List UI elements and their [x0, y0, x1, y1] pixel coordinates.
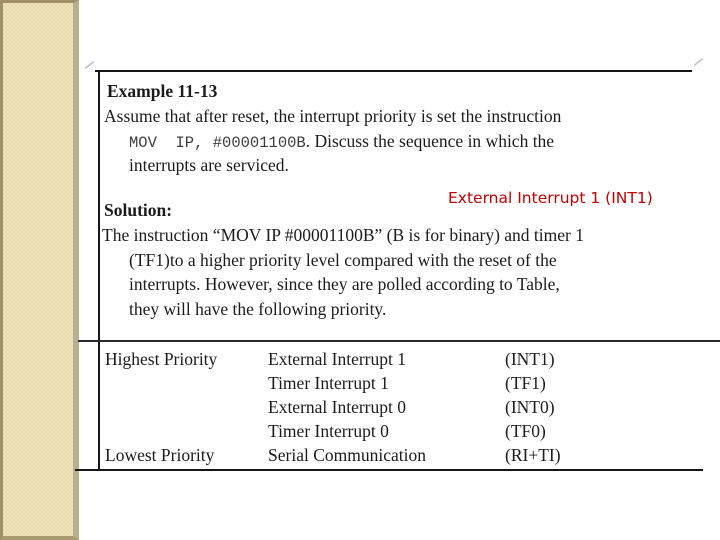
solution-line2: (TF1)to a higher priority level compared… — [129, 250, 557, 270]
table-row: Lowest Priority Serial Communication (RI… — [0, 443, 720, 467]
example-box-left-border — [98, 70, 100, 471]
table-row: Highest Priority External Interrupt 1 (I… — [0, 347, 720, 371]
table-row: Timer Interrupt 1 (TF1) — [0, 371, 720, 395]
table-row: External Interrupt 0 (INT0) — [0, 395, 720, 419]
table-row: Timer Interrupt 0 (TF0) — [0, 419, 720, 443]
example-body-line3: interrupts are serviced. — [129, 155, 289, 175]
interrupt-flag: (INT1) — [505, 349, 555, 369]
example-title: Example 11-13 — [107, 81, 218, 101]
priority-level: Highest Priority — [105, 349, 218, 369]
example-body-line2: MOV IP, #00001100B. Discuss the sequence… — [129, 129, 554, 155]
solution-line4: they will have the following priority. — [129, 299, 387, 319]
solution-line1: The instruction “MOV IP #00001100B” (B i… — [102, 225, 584, 245]
corner-tick-left — [84, 60, 95, 70]
interrupt-name: External Interrupt 0 — [268, 397, 407, 417]
interrupt-flag: (TF0) — [505, 421, 546, 441]
interrupt-flag: (RI+TI) — [505, 445, 561, 465]
solution-line3: interrupts. However, since they are poll… — [129, 274, 560, 294]
example-body-line1: Assume that after reset, the interrupt p… — [104, 106, 562, 126]
solution-label: Solution: — [104, 200, 173, 220]
interrupt-name: External Interrupt 1 — [268, 349, 407, 369]
interrupt-name: Serial Communication — [268, 445, 426, 465]
interrupt-name: Timer Interrupt 1 — [268, 373, 389, 393]
priority-level: Lowest Priority — [105, 445, 215, 465]
interrupt-flag: (INT0) — [505, 397, 555, 417]
table-bottom-line — [75, 469, 703, 471]
interrupt-name: Timer Interrupt 0 — [268, 421, 389, 441]
corner-tick-right — [693, 57, 704, 67]
example-body-line2-rest: . Discuss the sequence in which the — [305, 131, 555, 151]
table-divider-line — [78, 340, 720, 342]
example-box-top-border — [95, 70, 692, 72]
instruction-code: MOV IP, #00001100B — [129, 134, 306, 152]
slide-sidebar-decoration — [0, 0, 79, 540]
interrupt-flag: (TF1) — [505, 373, 546, 393]
overlay-highlight-text: External Interrupt 1 (INT1) — [448, 189, 653, 207]
